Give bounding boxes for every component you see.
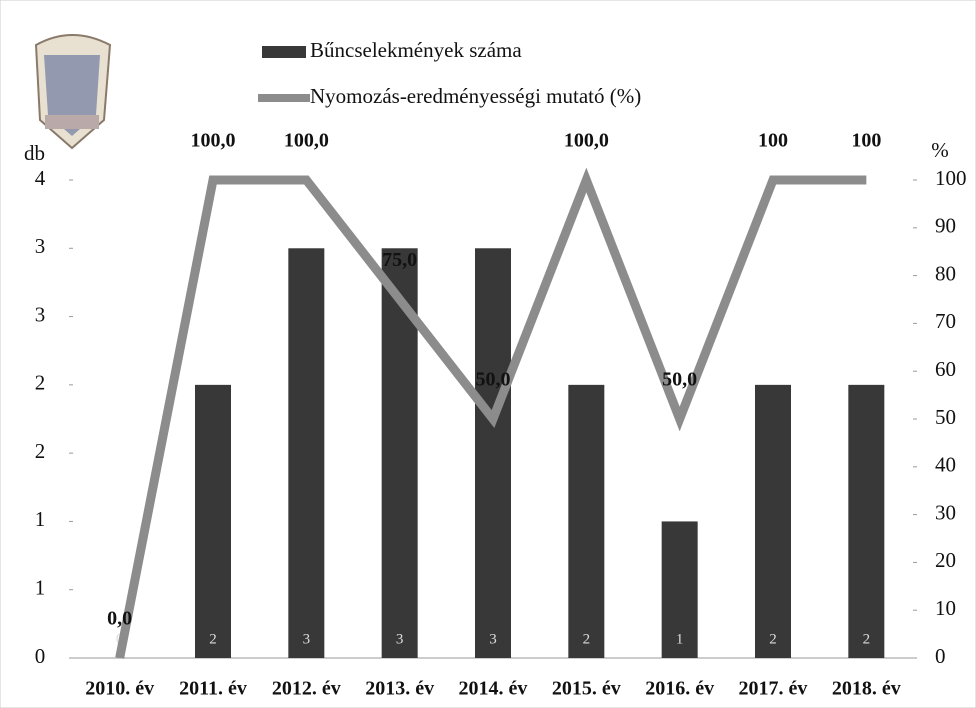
bar-value-label: 2 xyxy=(863,631,871,647)
legend-swatch xyxy=(262,46,306,58)
y-tick-label: 2 xyxy=(35,439,46,463)
y2-axis-label: % xyxy=(931,138,949,162)
legend-label: Nyomozás-eredményességi mutató (%) xyxy=(310,84,641,108)
line-value-label: 100,0 xyxy=(191,130,236,152)
y2-tick-label: 100 xyxy=(935,166,967,190)
legend-label: Bűncselekmények száma xyxy=(310,38,522,62)
y-tick-label: 3 xyxy=(35,234,46,258)
x-tick-label: 2014. év xyxy=(459,678,528,700)
x-tick-label: 2012. év xyxy=(272,678,341,700)
y2-tick-label: 90 xyxy=(935,214,956,238)
bar-value-label: 1 xyxy=(676,631,684,647)
y-tick-label: 1 xyxy=(35,507,46,531)
line-value-label: 0,0 xyxy=(107,608,132,630)
y2-tick-label: 10 xyxy=(935,596,956,620)
x-tick-label: 2010. év xyxy=(85,678,154,700)
y2-tick-label: 30 xyxy=(935,500,956,524)
bar xyxy=(288,248,324,658)
line-value-label: 75,0 xyxy=(382,249,417,271)
y-tick-label: 2 xyxy=(35,371,46,395)
bar-value-label: 2 xyxy=(209,631,217,647)
chart: db % 0112233401020304050607080901002010.… xyxy=(0,0,976,708)
bar xyxy=(568,385,604,658)
x-tick-label: 2015. év xyxy=(552,678,621,700)
x-tick-label: 2011. év xyxy=(179,678,247,700)
y-tick-label: 4 xyxy=(35,166,46,190)
y2-tick-label: 20 xyxy=(935,548,956,572)
x-tick-label: 2013. év xyxy=(365,678,434,700)
line-value-label: 50,0 xyxy=(662,369,697,391)
y-tick-label: 3 xyxy=(35,302,46,326)
bar xyxy=(848,385,884,658)
bar xyxy=(195,385,231,658)
y-tick-label: 0 xyxy=(35,644,46,668)
line-value-label: 50,0 xyxy=(476,369,511,391)
bar-value-label: 3 xyxy=(303,631,311,647)
y2-tick-label: 60 xyxy=(935,357,956,381)
x-tick-label: 2017. év xyxy=(739,678,808,700)
y2-tick-label: 40 xyxy=(935,453,956,477)
bar-value-label: 3 xyxy=(489,631,497,647)
y-tick-label: 1 xyxy=(35,576,46,600)
x-tick-label: 2018. év xyxy=(832,678,901,700)
y2-tick-label: 50 xyxy=(935,405,956,429)
line-value-label: 100 xyxy=(851,130,881,152)
y-axis-label: db xyxy=(24,141,45,165)
bar xyxy=(755,385,791,658)
bar xyxy=(475,248,511,658)
bar-value-label: 3 xyxy=(396,631,404,647)
y2-tick-label: 0 xyxy=(935,644,946,668)
line-value-label: 100 xyxy=(758,130,788,152)
bar-value-label: 2 xyxy=(769,631,777,647)
bar-value-label: 2 xyxy=(583,631,591,647)
y2-tick-label: 80 xyxy=(935,261,956,285)
y2-tick-label: 70 xyxy=(935,309,956,333)
x-tick-label: 2016. év xyxy=(645,678,714,700)
line-value-label: 100,0 xyxy=(564,130,609,152)
line-value-label: 100,0 xyxy=(284,130,329,152)
